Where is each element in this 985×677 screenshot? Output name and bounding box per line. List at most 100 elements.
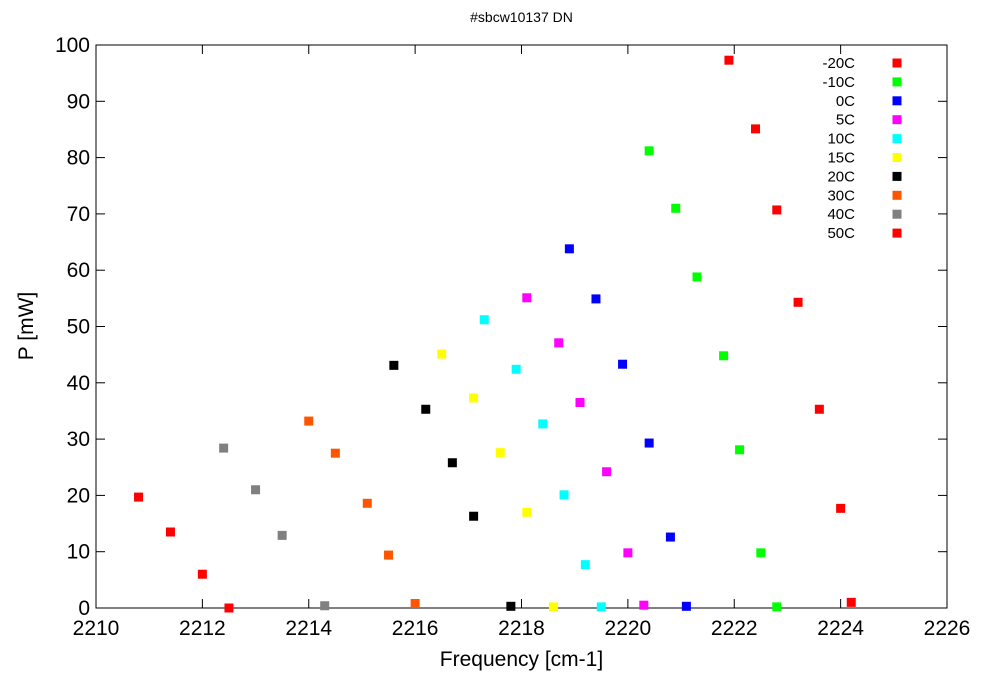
- tick-labels: 2210 2212 2214 2216 2218 2220 2222 2224 2226 0 10 2…: [55, 34, 970, 640]
- data-point: [251, 485, 261, 495]
- data-point: [671, 203, 681, 213]
- data-point: [362, 498, 372, 508]
- data-point: [846, 597, 856, 607]
- legend-label: 30C: [827, 187, 855, 204]
- data-point: [197, 569, 207, 579]
- legend-marker: [892, 228, 902, 238]
- data-point: [596, 602, 606, 612]
- legend-marker: [892, 115, 902, 125]
- data-point: [836, 503, 846, 513]
- data-point: [681, 601, 691, 611]
- data-point: [793, 297, 803, 307]
- legend-marker: [892, 153, 902, 162]
- y-tick-label: 100: [55, 34, 90, 57]
- data-point: [644, 146, 654, 156]
- x-tick-label: 2220: [605, 617, 652, 640]
- x-tick-label: 2212: [179, 617, 226, 640]
- legend-marker: [892, 171, 902, 181]
- x-tick-label: 2214: [285, 617, 332, 640]
- series-5: [479, 315, 606, 612]
- data-point: [277, 530, 287, 540]
- data-point: [564, 244, 574, 254]
- legend-label: 5C: [836, 112, 855, 129]
- plot-frame: [95, 44, 948, 609]
- data-point: [724, 55, 734, 65]
- data-point: [814, 404, 824, 414]
- series-10: [134, 492, 234, 613]
- legend-marker: [892, 96, 902, 106]
- x-tick-label: 2210: [73, 617, 120, 640]
- data-point: [719, 351, 729, 361]
- data-point: [437, 349, 447, 359]
- data-point: [554, 338, 564, 348]
- x-axis-label: Frequency [cm-1]: [440, 648, 603, 671]
- legend-label: 0C: [836, 93, 855, 110]
- data-point: [756, 548, 766, 558]
- data-point: [384, 550, 394, 560]
- y-tick-label: 70: [67, 203, 90, 226]
- series-7: [389, 360, 516, 611]
- y-axis-label: P [mW]: [15, 292, 38, 360]
- series-1: [724, 55, 856, 607]
- data-point: [623, 548, 633, 558]
- data-point: [772, 602, 782, 612]
- x-tick-label: 2226: [924, 617, 971, 640]
- data-point: [410, 598, 420, 608]
- y-tick-label: 30: [67, 428, 90, 451]
- series-2: [644, 146, 782, 612]
- y-tick-label: 0: [78, 597, 90, 620]
- data-point: [639, 600, 649, 610]
- data-point: [320, 601, 330, 611]
- legend-label: 40C: [827, 206, 855, 223]
- y-tick-label: 50: [67, 316, 90, 339]
- data-point: [522, 293, 532, 303]
- series-8: [304, 416, 420, 608]
- data-point: [538, 419, 548, 429]
- x-tick-label: 2218: [498, 617, 545, 640]
- data-point: [389, 360, 399, 370]
- y-tick-label: 80: [67, 147, 90, 170]
- data-point: [134, 492, 144, 502]
- data-point: [304, 416, 314, 426]
- data-points: [134, 55, 856, 613]
- legend-label: 20C: [827, 168, 855, 185]
- y-tick-label: 40: [67, 372, 90, 395]
- y-tick-label: 20: [67, 484, 90, 507]
- legend-label: -10C: [822, 74, 855, 91]
- data-point: [602, 467, 612, 477]
- data-point: [591, 294, 601, 304]
- data-point: [330, 448, 340, 458]
- y-tick-label: 60: [67, 259, 90, 282]
- legend-label: 50C: [827, 225, 855, 242]
- data-point: [580, 560, 590, 570]
- data-point: [165, 527, 175, 537]
- x-tick-label: 2216: [392, 617, 439, 640]
- x-tick-label: 2222: [711, 617, 758, 640]
- data-point: [511, 364, 521, 374]
- series-6: [437, 349, 558, 612]
- data-point: [479, 315, 489, 325]
- data-point: [219, 443, 229, 453]
- data-point: [548, 602, 558, 612]
- data-point: [224, 603, 234, 613]
- data-point: [421, 404, 431, 414]
- legend-marker: [892, 58, 902, 68]
- data-point: [751, 124, 761, 134]
- data-point: [735, 445, 745, 455]
- data-point: [522, 507, 532, 517]
- chart-title: #sbcw10137 DN: [470, 9, 573, 25]
- data-point: [644, 438, 654, 448]
- data-point: [692, 272, 702, 282]
- y-tick-label: 90: [67, 90, 90, 113]
- data-point: [618, 359, 628, 369]
- legend-label: 10C: [827, 131, 855, 148]
- series-9: [219, 443, 330, 611]
- data-point: [506, 601, 516, 611]
- x-tick-label: 2224: [817, 617, 864, 640]
- legend-marker: [892, 77, 902, 87]
- data-point: [495, 448, 505, 458]
- data-point: [447, 458, 457, 468]
- legend-marker: [892, 209, 902, 219]
